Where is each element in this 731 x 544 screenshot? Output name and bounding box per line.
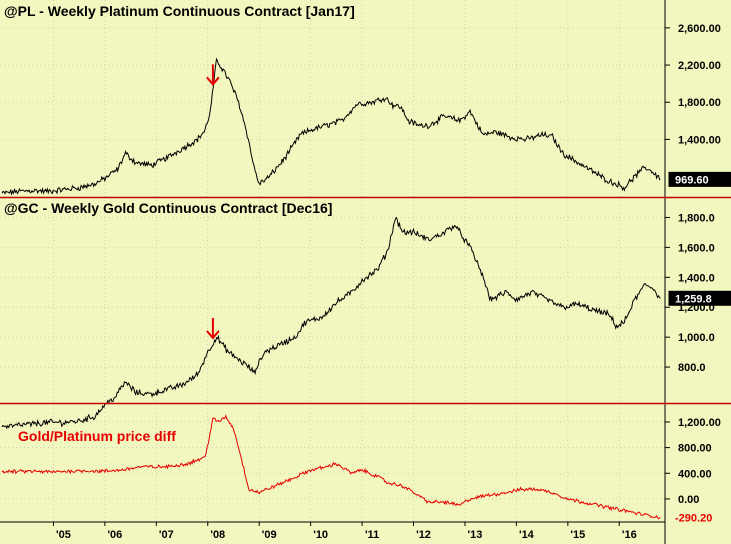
last-value-label: 969.60 [675, 174, 709, 186]
last-value-label: 1,259.8 [675, 293, 712, 305]
x-tick-label: '12 [416, 529, 431, 541]
y-tick-label: 2,600.00 [678, 23, 721, 35]
x-tick-label: '11 [365, 529, 379, 541]
y-tick-label: 1,600.0 [678, 242, 715, 254]
series-line [1, 57, 661, 196]
x-tick-label: '05 [56, 529, 71, 541]
x-tick-label: '15 [570, 529, 585, 541]
arrow-head [206, 330, 220, 340]
y-tick-label: 800.00 [678, 443, 712, 455]
x-tick-label: '06 [107, 529, 122, 541]
series-line [1, 414, 661, 520]
series-line [1, 216, 661, 430]
last-value-tag [668, 290, 731, 306]
last-value-tag [668, 171, 731, 187]
x-tick-label: '14 [519, 529, 535, 541]
y-tick-label: 1,200.00 [678, 417, 721, 429]
markers-layer: 969.60 1,259.8 -290.20 [206, 64, 731, 526]
y-tick-label: 1,400.0 [678, 272, 715, 284]
last-value-tag [668, 510, 731, 526]
y-tick-label: 1,000.0 [678, 332, 715, 344]
lines-layer [1, 57, 661, 520]
platinum-panel-title: @PL - Weekly Platinum Continuous Contrac… [4, 3, 355, 19]
down-arrow-icon [206, 64, 220, 86]
last-value-label: -290.20 [675, 513, 712, 525]
x-tick-label: '09 [262, 529, 277, 541]
labels-layer: @PL - Weekly Platinum Continuous Contrac… [4, 3, 355, 444]
y-tick-label: 2,200.00 [678, 60, 721, 72]
x-tick-label: '16 [622, 529, 637, 541]
gold-panel-title: @GC - Weekly Gold Continuous Contract [D… [4, 200, 332, 216]
x-tick-label: '10 [313, 529, 328, 541]
y-tick-label: 1,800.0 [678, 212, 715, 224]
y-tick-label: 0.00 [678, 494, 699, 506]
diff-panel-title: Gold/Platinum price diff [18, 428, 176, 444]
down-arrow-icon [206, 317, 220, 340]
y-tick-label: 1,800.00 [678, 97, 721, 109]
y-tick-label: 1,400.00 [678, 134, 721, 146]
x-tick-label: '13 [468, 529, 483, 541]
x-tick-label: '07 [159, 529, 174, 541]
y-tick-label: 800.0 [678, 362, 706, 374]
x-tick-label: '08 [210, 529, 225, 541]
y-tick-label: 400.00 [678, 468, 712, 480]
arrow-head [206, 76, 220, 86]
